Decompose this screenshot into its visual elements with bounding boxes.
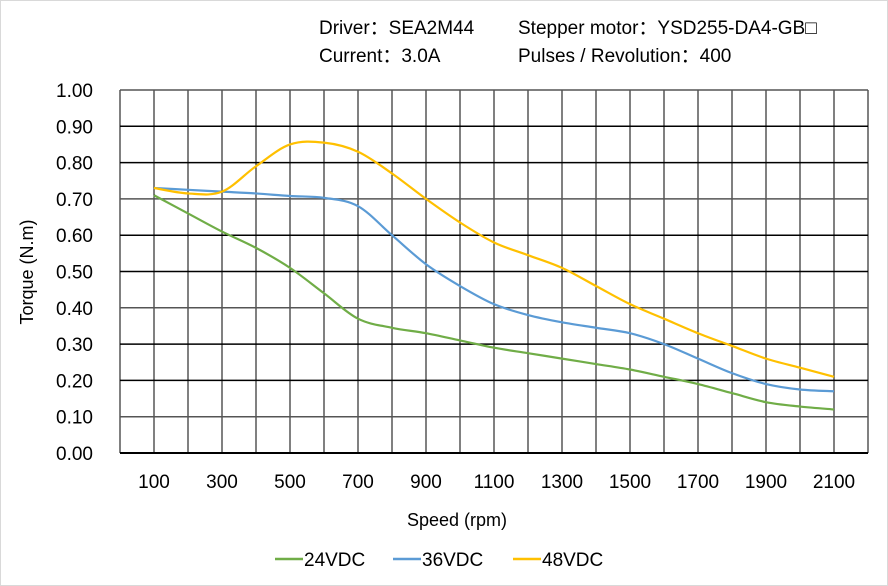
current-label: Current：3.0A — [319, 46, 441, 67]
y-tick-label: 0.60 — [56, 226, 93, 247]
x-tick-label: 900 — [410, 472, 442, 493]
y-tick-label: 0.90 — [56, 117, 93, 138]
series-line-48VDC — [153, 140, 835, 378]
y-tick-label: 0.00 — [56, 444, 93, 465]
x-tick-label: 1300 — [541, 472, 583, 493]
y-tick-label: 0.10 — [56, 408, 93, 429]
x-tick-label: 100 — [138, 472, 170, 493]
x-tick-label: 1100 — [474, 472, 515, 493]
motor-label: Stepper motor：YSD255-DA4-GB□ — [518, 18, 817, 39]
legend-label: 36VDC — [422, 550, 483, 571]
x-tick-label: 1500 — [609, 472, 651, 493]
series-line-24VDC — [153, 194, 835, 411]
x-tick-label: 300 — [206, 472, 238, 493]
x-tick-label: 700 — [342, 472, 374, 493]
y-tick-label: 0.50 — [56, 263, 93, 284]
y-tick-label: 0.20 — [56, 371, 93, 392]
y-tick-label: 1.00 — [56, 81, 93, 102]
driver-label: Driver：SEA2M44 — [319, 18, 475, 39]
y-axis-label: Torque (N.m) — [17, 219, 37, 324]
pulses-label: Pulses / Revolution：400 — [518, 46, 731, 67]
x-tick-label: 2100 — [813, 472, 855, 493]
x-tick-label: 1900 — [745, 472, 787, 493]
series-line-36VDC — [153, 186, 835, 393]
y-tick-label: 0.70 — [56, 190, 93, 211]
x-tick-label: 500 — [274, 472, 306, 493]
y-tick-label: 0.80 — [56, 154, 93, 175]
x-axis-label: Speed (rpm) — [407, 510, 507, 530]
y-tick-label: 0.30 — [56, 335, 93, 356]
x-tick-label: 1700 — [677, 472, 719, 493]
legend-label: 24VDC — [304, 550, 365, 571]
legend-label: 48VDC — [542, 550, 603, 571]
y-tick-label: 0.40 — [56, 299, 93, 320]
